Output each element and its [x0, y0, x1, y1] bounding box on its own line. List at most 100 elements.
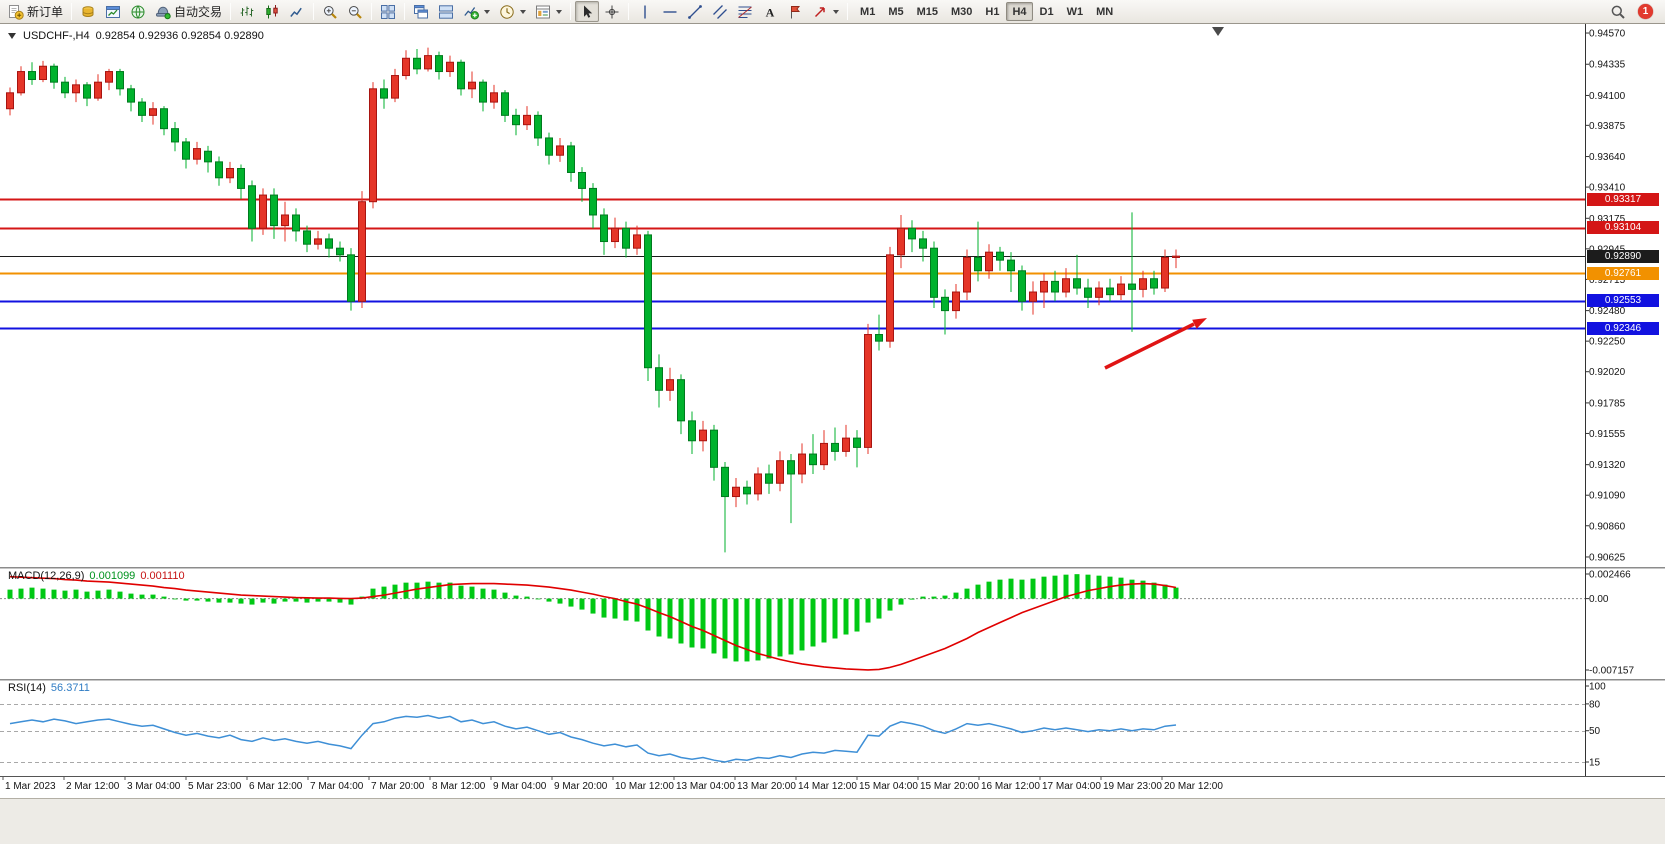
- macd-histogram-bar: [458, 585, 464, 599]
- crosshair-icon: [605, 5, 619, 18]
- chart-shift-marker[interactable]: [1212, 27, 1224, 36]
- macd-histogram-bar: [623, 598, 629, 621]
- crosshair-button[interactable]: [600, 1, 624, 22]
- macd-histogram-bar: [788, 598, 794, 655]
- label-tool-button[interactable]: [783, 1, 807, 22]
- candle-body: [391, 75, 399, 99]
- candle-body: [875, 334, 883, 342]
- timeframe-button-M1[interactable]: M1: [854, 2, 881, 21]
- time-axis-label: 9 Mar 20:00: [554, 781, 608, 792]
- dropdown-caret-icon: [556, 9, 563, 14]
- vertical-line-button[interactable]: [633, 1, 657, 22]
- chart-canvas[interactable]: 0.94570 0.94335 0.94100 0.93875 0.93640 0.934…: [0, 24, 1665, 844]
- macd-histogram-bar: [986, 581, 992, 599]
- add-indicator-button[interactable]: [459, 1, 494, 22]
- candle-body: [1062, 278, 1070, 293]
- candle-body: [61, 81, 69, 94]
- macd-histogram-bar: [62, 590, 68, 599]
- timeframe-button-D1[interactable]: D1: [1034, 2, 1060, 21]
- timeframe-button-H4[interactable]: H4: [1006, 2, 1033, 21]
- candle-body: [303, 230, 311, 245]
- timeframe-button-W1[interactable]: W1: [1061, 2, 1090, 21]
- timeframe-button-M5[interactable]: M5: [882, 2, 909, 21]
- cascade-windows-button[interactable]: [409, 1, 433, 22]
- macd-histogram-bar: [216, 598, 222, 603]
- zoom-out-button[interactable]: [343, 1, 367, 22]
- channel-button[interactable]: [708, 1, 732, 22]
- macd-histogram-bar: [909, 598, 915, 600]
- tile-horizontal-button[interactable]: [434, 1, 458, 22]
- templates-button[interactable]: [531, 1, 566, 22]
- timeframe-button-MN[interactable]: MN: [1090, 2, 1119, 21]
- vertical-line-icon: [644, 5, 646, 18]
- time-axis-label: 19 Mar 23:00: [1103, 781, 1162, 792]
- macd-histogram-bar: [634, 598, 640, 622]
- time-axis-label: 14 Mar 12:00: [798, 781, 857, 792]
- candle-body: [347, 254, 355, 302]
- arrow-annotation[interactable]: [1104, 322, 1195, 370]
- fibonacci-button[interactable]: [733, 1, 757, 22]
- macd-histogram-bar: [612, 598, 618, 619]
- rsi-axis-label: 15: [1589, 758, 1601, 769]
- candle-body: [39, 65, 47, 81]
- time-axis-label: 5 Mar 23:00: [188, 781, 242, 792]
- new-order-icon: [9, 4, 24, 20]
- line-chart-button[interactable]: [285, 1, 309, 22]
- horizontal-line-button[interactable]: [658, 1, 682, 22]
- auto-trading-button[interactable]: 自动交易: [151, 1, 226, 22]
- search-button[interactable]: [1606, 1, 1630, 22]
- macd-histogram-bar: [1096, 575, 1102, 599]
- periods-button[interactable]: [495, 1, 530, 22]
- candle-body: [270, 194, 278, 227]
- candle-body: [193, 148, 201, 160]
- candle-body: [567, 145, 575, 173]
- new-order-button[interactable]: 新订单: [4, 1, 67, 22]
- macd-histogram-bar: [139, 594, 145, 599]
- macd-histogram-bar: [755, 598, 761, 661]
- community-button[interactable]: [126, 1, 150, 22]
- candle-body: [490, 92, 498, 103]
- zoom-in-button[interactable]: [318, 1, 342, 22]
- charts-list-button[interactable]: [101, 1, 125, 22]
- price-axis-label: 0.93410: [1589, 183, 1626, 194]
- cursor-button[interactable]: [575, 1, 600, 22]
- toolbar-separator: [628, 3, 630, 20]
- arrows-tool-button[interactable]: [808, 1, 843, 22]
- macd-histogram-bar: [7, 589, 13, 599]
- bar-chart-button[interactable]: [235, 1, 259, 22]
- timeframe-button-M15[interactable]: M15: [911, 2, 944, 21]
- macd-histogram-bar: [348, 598, 354, 605]
- time-axis-label: 20 Mar 12:00: [1164, 781, 1223, 792]
- text-tool-button[interactable]: A: [758, 1, 782, 22]
- toolbar-separator: [404, 3, 406, 20]
- support-line-2-price-label: 0.92346: [1587, 321, 1659, 335]
- trendline-button[interactable]: [683, 1, 707, 22]
- macd-histogram-bar: [260, 598, 266, 603]
- macd-signal-line: [9, 575, 1177, 671]
- macd-histogram-bar: [106, 589, 112, 599]
- candle-body: [28, 71, 36, 81]
- candle-body: [259, 194, 267, 229]
- macd-histogram-bar: [161, 596, 167, 599]
- tile-windows-button[interactable]: [376, 1, 400, 22]
- candle-body: [501, 92, 509, 116]
- candle-body: [116, 71, 124, 90]
- macd-histogram-bar: [524, 596, 530, 599]
- candle-body: [6, 92, 14, 110]
- timeframe-button-H1[interactable]: H1: [979, 2, 1005, 21]
- price-axis-label: 0.92715: [1589, 275, 1626, 286]
- candle-body: [699, 429, 707, 442]
- tile-horizontal-icon: [439, 4, 454, 19]
- one-click-trading-icon[interactable]: [8, 33, 16, 39]
- gold-coins-icon: [82, 5, 94, 17]
- timeframe-button-M30[interactable]: M30: [945, 2, 978, 21]
- rsi-value: 56.3711: [50, 682, 90, 694]
- arrow-annotation-head[interactable]: [1192, 318, 1207, 329]
- macd-histogram-bar: [469, 586, 475, 599]
- candle-body: [743, 486, 751, 495]
- candlestick-chart-button[interactable]: [260, 1, 284, 22]
- candle-body: [787, 460, 795, 475]
- notification-badge[interactable]: 1: [1638, 4, 1653, 19]
- macd-histogram-bar: [370, 588, 376, 599]
- market-watch-button[interactable]: [76, 1, 100, 22]
